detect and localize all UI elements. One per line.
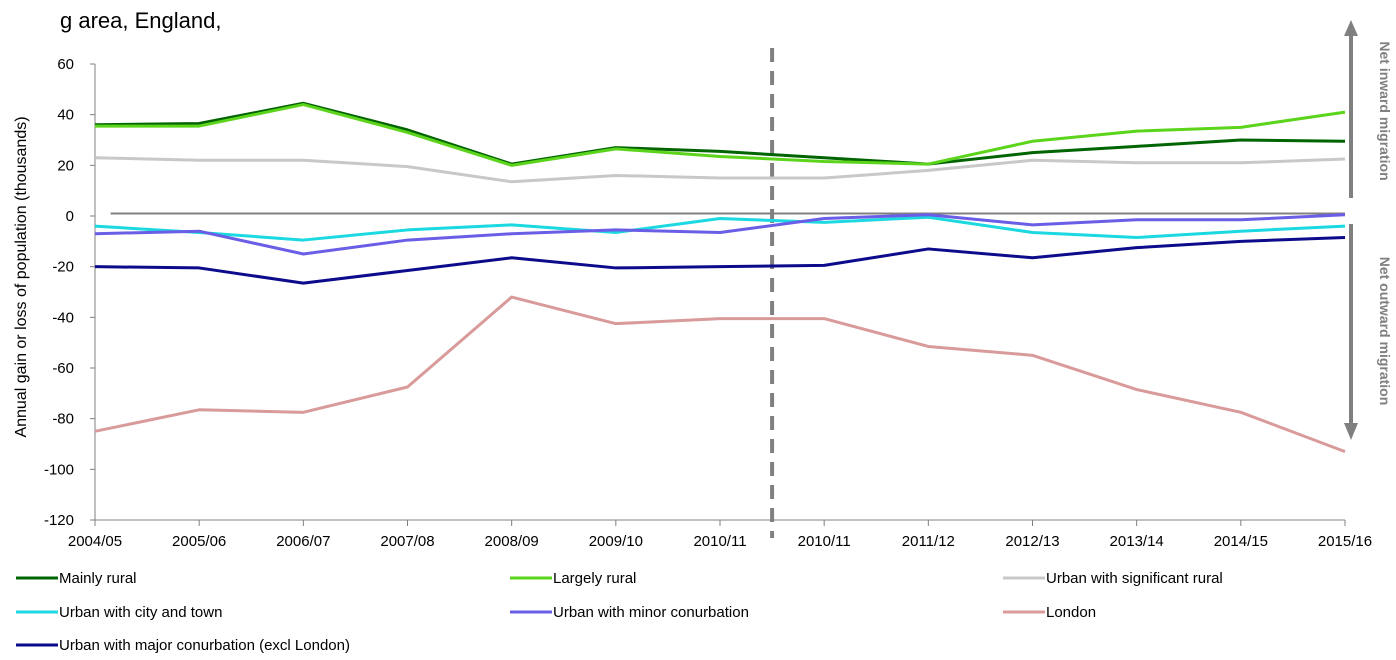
inward-arrow-head <box>1344 20 1358 36</box>
y-tick-label: 40 <box>57 107 74 124</box>
legend-label-2: Largely rural <box>553 570 636 587</box>
series-line-1 <box>94 101 1346 166</box>
x-tick-label: 2014/15 <box>1214 533 1268 550</box>
legend-label-4: Urban with city and town <box>59 604 222 621</box>
inward-migration-label: Net inward migration <box>1377 41 1393 180</box>
y-tick-label: -120 <box>44 512 74 529</box>
series-lines <box>94 101 1346 454</box>
outward-arrow-head <box>1344 423 1358 440</box>
legend-label-1: Mainly rural <box>59 570 137 587</box>
x-tick-label: 2004/05 <box>68 533 122 550</box>
x-tick-label: 2006/07 <box>276 533 330 550</box>
y-axis-title: Annual gain or loss of population (thous… <box>13 116 30 437</box>
side-annotations: Net inward migration Net outward migratio… <box>1344 20 1393 440</box>
x-tick-label: 2010/11 <box>693 533 746 550</box>
chart-title: g area, England, <box>60 8 221 33</box>
x-tick-label: 2013/14 <box>1110 533 1164 550</box>
legend-label-5: Urban with minor conurbation <box>553 604 749 621</box>
x-tick-label: 2008/09 <box>485 533 539 550</box>
x-tick-label: 2015/16 <box>1318 533 1372 550</box>
y-tick-label: -20 <box>52 259 74 276</box>
series-line-6 <box>94 295 1346 454</box>
series-line-3 <box>94 156 1346 184</box>
legend-label-6: London <box>1046 604 1096 621</box>
series-line-5 <box>94 213 1346 256</box>
y-tick-label: 60 <box>57 56 74 73</box>
y-tick-label: 20 <box>57 157 74 174</box>
x-tick-label: 2007/08 <box>380 533 434 550</box>
y-tick-label: -40 <box>52 309 74 326</box>
legend-label-3: Urban with significant rural <box>1046 570 1223 587</box>
y-tick-label: -60 <box>52 360 74 377</box>
series-line-2 <box>95 103 1346 167</box>
axes: 60 40 20 0 -20 -40 -60 -80 -100 -120 2004/05 2005/0… <box>13 56 1372 550</box>
y-tick-label: 0 <box>66 208 74 225</box>
y-tick-label: -100 <box>44 461 74 478</box>
series-line-7 <box>94 236 1346 285</box>
legend: Mainly rural Largely rural Urban with sign… <box>16 570 1223 654</box>
x-tick-label: 2010/11 <box>798 533 851 550</box>
series-line-4 <box>94 215 1346 242</box>
x-tick-label: 2011/12 <box>902 533 955 550</box>
y-tick-label: -80 <box>52 411 74 428</box>
legend-label-7: Urban with major conurbation (excl Londo… <box>59 637 350 654</box>
outward-migration-label: Net outward migration <box>1377 257 1393 406</box>
x-tick-label: 2005/06 <box>172 533 226 550</box>
x-tick-label: 2009/10 <box>589 533 643 550</box>
x-tick-label: 2012/13 <box>1005 533 1059 550</box>
